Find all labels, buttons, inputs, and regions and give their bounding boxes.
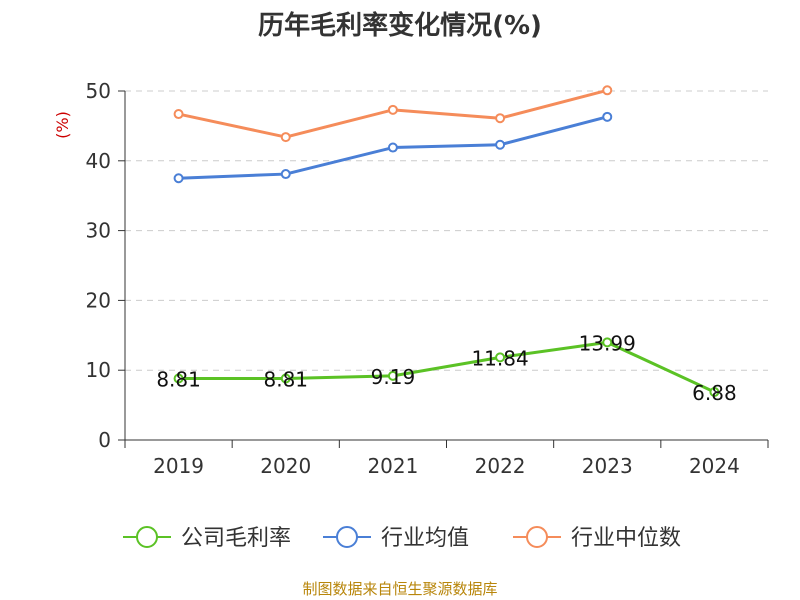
data-point bbox=[495, 352, 506, 363]
x-tick-label: 2019 bbox=[153, 454, 204, 478]
y-axis-label: (%) bbox=[53, 111, 72, 139]
source-note: 制图数据来自恒生聚源数据库 bbox=[302, 580, 497, 598]
axes: 0 10 20 30 40 50 2019 2020 2021 2022 2023 2024 bbox=[86, 79, 769, 478]
data-label: 8.81 bbox=[263, 368, 308, 392]
series-line bbox=[178, 340, 716, 394]
data-point bbox=[173, 373, 184, 384]
data-label: 6.88 bbox=[692, 381, 737, 405]
x-tick-label: 2021 bbox=[367, 454, 418, 478]
data-point bbox=[602, 85, 613, 96]
legend: 公司毛利率 行业均值 行业中位数 bbox=[123, 526, 681, 551]
data-point bbox=[173, 109, 184, 120]
data-point bbox=[495, 113, 506, 124]
data-point bbox=[280, 373, 291, 384]
y-tick-label: 50 bbox=[86, 79, 111, 103]
legend-marker bbox=[136, 526, 158, 548]
legend-label: 行业中位数 bbox=[571, 526, 681, 551]
data-label: 9.19 bbox=[371, 365, 416, 389]
data-point bbox=[280, 132, 291, 143]
data-labels: 8.81 8.81 9.19 11.84 13.99 6.88 bbox=[156, 331, 736, 405]
data-point bbox=[387, 370, 398, 381]
y-tick-label: 10 bbox=[86, 358, 111, 382]
y-tick-label: 0 bbox=[98, 428, 111, 452]
legend-label: 行业均值 bbox=[381, 526, 469, 551]
data-point bbox=[602, 337, 613, 348]
y-tick-label: 30 bbox=[86, 219, 111, 243]
legend-marker bbox=[526, 526, 548, 548]
chart-title: 历年毛利率变化情况(%) bbox=[258, 10, 542, 41]
grid bbox=[125, 90, 768, 371]
data-point bbox=[387, 104, 398, 115]
data-label: 8.81 bbox=[156, 368, 201, 392]
y-tick-label: 40 bbox=[86, 149, 111, 173]
data-label: 11.84 bbox=[471, 346, 528, 370]
x-tick-label: 2023 bbox=[582, 454, 633, 478]
series bbox=[173, 85, 720, 397]
x-tick-label: 2024 bbox=[689, 454, 740, 478]
x-tick-label: 2022 bbox=[475, 454, 526, 478]
data-point bbox=[602, 111, 613, 122]
data-point bbox=[709, 386, 720, 397]
y-tick-label: 20 bbox=[86, 288, 111, 312]
data-label: 13.99 bbox=[579, 331, 636, 355]
data-point bbox=[280, 169, 291, 180]
data-point bbox=[173, 173, 184, 184]
data-point bbox=[387, 142, 398, 153]
x-tick-label: 2020 bbox=[260, 454, 311, 478]
legend-marker bbox=[336, 526, 358, 548]
legend-label: 公司毛利率 bbox=[181, 526, 291, 551]
data-point bbox=[495, 139, 506, 150]
